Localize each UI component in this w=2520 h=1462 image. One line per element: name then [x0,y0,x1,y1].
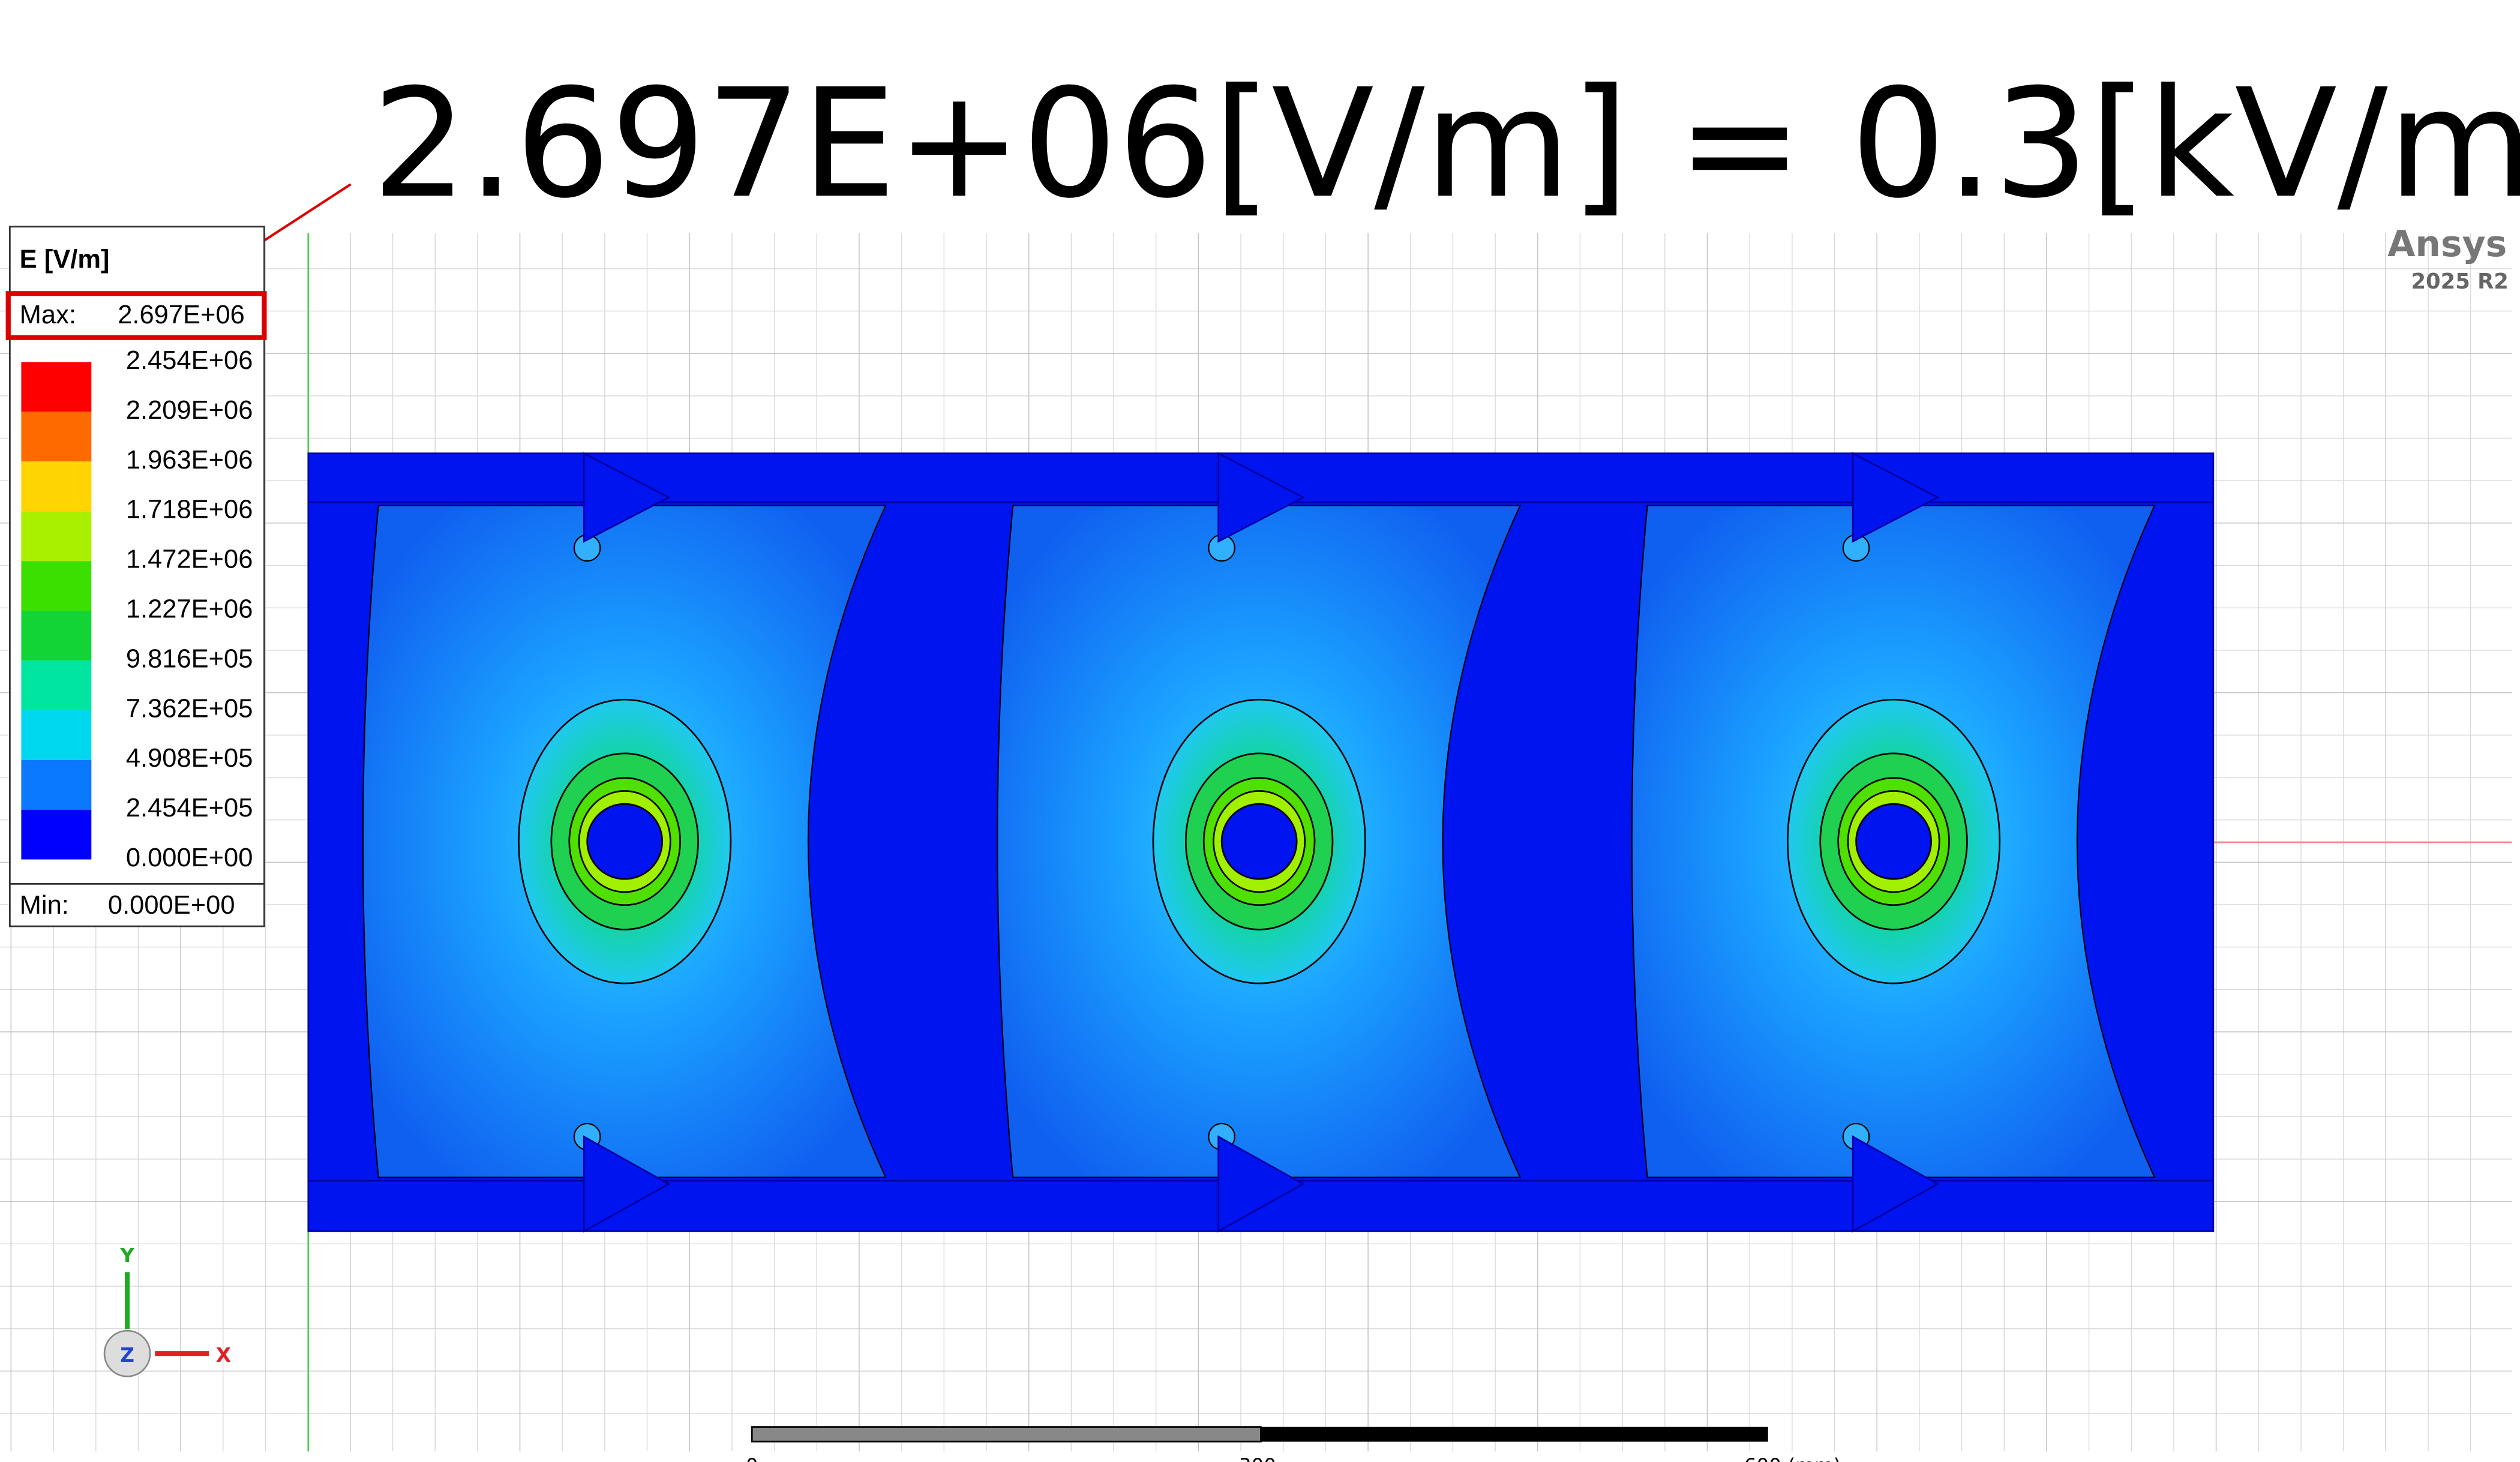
legend-level: 1.472E+06 [126,545,253,574]
max-box [5,291,267,340]
legend-swatch [21,461,92,512]
conductor [1220,803,1298,880]
legend-swatch [21,660,92,710]
brand-version: 2025 R2 [2411,269,2508,294]
conductor [586,803,664,880]
arrow [583,452,671,543]
annotation: 2.697E+06[V/m] = 0.3[kV/mm] [372,56,2520,231]
arrow [1852,452,1940,543]
scale-bar: 0 300 600 (mm) [746,1426,1841,1462]
legend-level: 4.908E+05 [126,744,253,773]
legend-level: 7.362E+05 [126,694,253,723]
legend-level: 9.816E+05 [126,644,253,673]
legend: E [V/m] Max: 2.697E+06 2.454E+06 2.209E+0… [5,226,267,927]
arrow [1852,1135,1940,1233]
scale-label: 0 [746,1455,758,1462]
legend-swatch [21,362,92,412]
legend-level: 2.454E+05 [126,794,253,822]
legend-swatch [21,611,92,661]
legend-level: 1.227E+06 [126,595,253,624]
legend-swatch [21,561,92,611]
scale-label: 600 (mm) [1744,1455,1841,1462]
legend-level: 1.963E+06 [126,446,253,475]
max-value: 2.697E+06 [118,301,245,329]
field-plot [307,452,2215,1233]
legend-level: 1.718E+06 [126,496,253,524]
min-value: 0.000E+00 [108,891,235,920]
legend-swatch [21,809,92,860]
min-label: Min: [20,891,69,920]
brand-name: Ansys [2387,223,2507,265]
triad-x: X [216,1344,231,1367]
legend-level: 2.209E+06 [126,396,253,425]
max-label: Max: [20,301,76,329]
scale-label: 300 [1239,1455,1276,1462]
triad-y: Y [119,1244,134,1267]
legend-title: E [V/m] [20,245,110,274]
legend-swatch [21,511,92,562]
arrow [1217,1135,1305,1233]
legend-swatch [21,412,92,462]
legend-level: 0.000E+00 [126,843,253,872]
legend-swatch [21,710,92,760]
arrow [1217,452,1305,543]
legend-swatch [21,759,92,810]
triad: Y Z X [103,1244,231,1377]
conductor [1855,803,1932,880]
arrow [583,1135,671,1233]
legend-level: 2.454E+06 [126,346,253,375]
triad-z: Z [120,1344,134,1367]
